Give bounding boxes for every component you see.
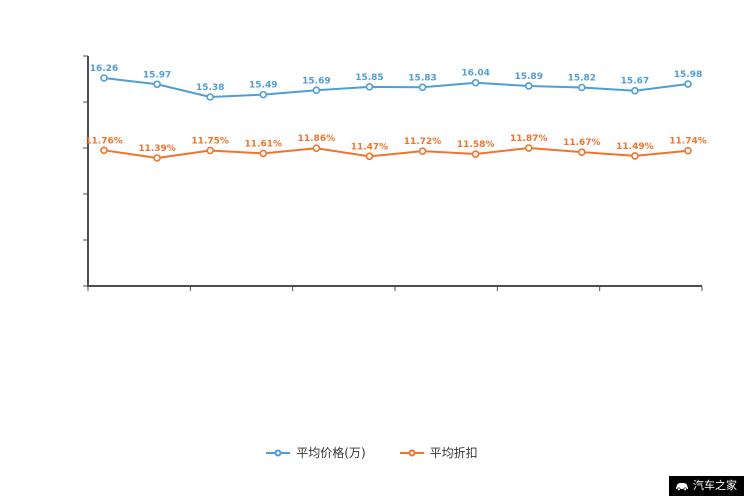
svg-text:16.04: 16.04	[461, 69, 489, 79]
chart-canvas: 16.26 15.97 15.38 15.49 15.69 15.85 15.83 16.04…	[83, 55, 707, 291]
svg-text:15.98: 15.98	[674, 70, 702, 80]
watermark-text: 汽车之家	[693, 479, 737, 492]
legend-marker-avg-price	[266, 449, 291, 456]
svg-text:15.69: 15.69	[302, 76, 330, 86]
svg-text:11.67%: 11.67%	[563, 138, 601, 148]
svg-text:15.49: 15.49	[249, 81, 277, 91]
chart-legend: 平均价格(万) 平均折扣	[0, 444, 744, 461]
legend-marker-avg-discount	[399, 449, 424, 456]
svg-text:15.67: 15.67	[621, 77, 649, 87]
svg-text:15.89: 15.89	[514, 72, 542, 82]
svg-text:15.82: 15.82	[568, 73, 596, 83]
svg-text:11.72%: 11.72%	[404, 137, 442, 147]
legend-label-avg-discount: 平均折扣	[429, 446, 478, 460]
line-chart: 16.26 15.97 15.38 15.49 15.69 15.85 15.83 16.04…	[78, 48, 714, 298]
svg-text:11.39%: 11.39%	[138, 144, 176, 154]
svg-text:15.97: 15.97	[143, 70, 171, 80]
svg-text:11.76%: 11.76%	[85, 136, 123, 146]
svg-text:15.85: 15.85	[355, 73, 383, 83]
svg-text:11.75%: 11.75%	[191, 137, 229, 147]
svg-text:11.49%: 11.49%	[616, 142, 654, 152]
svg-text:11.47%: 11.47%	[351, 142, 389, 152]
svg-text:11.86%: 11.86%	[298, 134, 336, 144]
svg-text:11.74%: 11.74%	[669, 137, 707, 147]
svg-text:11.87%: 11.87%	[510, 134, 548, 144]
svg-text:11.61%: 11.61%	[245, 139, 282, 149]
watermark-autohome: 汽车之家	[669, 476, 744, 496]
legend-dot-avg-price	[274, 449, 282, 456]
legend-dot-avg-discount	[408, 449, 416, 456]
legend-item-avg-price[interactable]: 平均价格(万)	[266, 444, 366, 461]
svg-text:15.83: 15.83	[408, 73, 436, 83]
svg-text:15.38: 15.38	[196, 83, 224, 93]
legend-item-avg-discount[interactable]: 平均折扣	[399, 444, 478, 461]
svg-text:16.26: 16.26	[90, 64, 118, 74]
legend-label-avg-price: 平均价格(万)	[296, 446, 366, 460]
car-icon	[676, 483, 688, 491]
svg-text:11.58%: 11.58%	[457, 140, 495, 150]
